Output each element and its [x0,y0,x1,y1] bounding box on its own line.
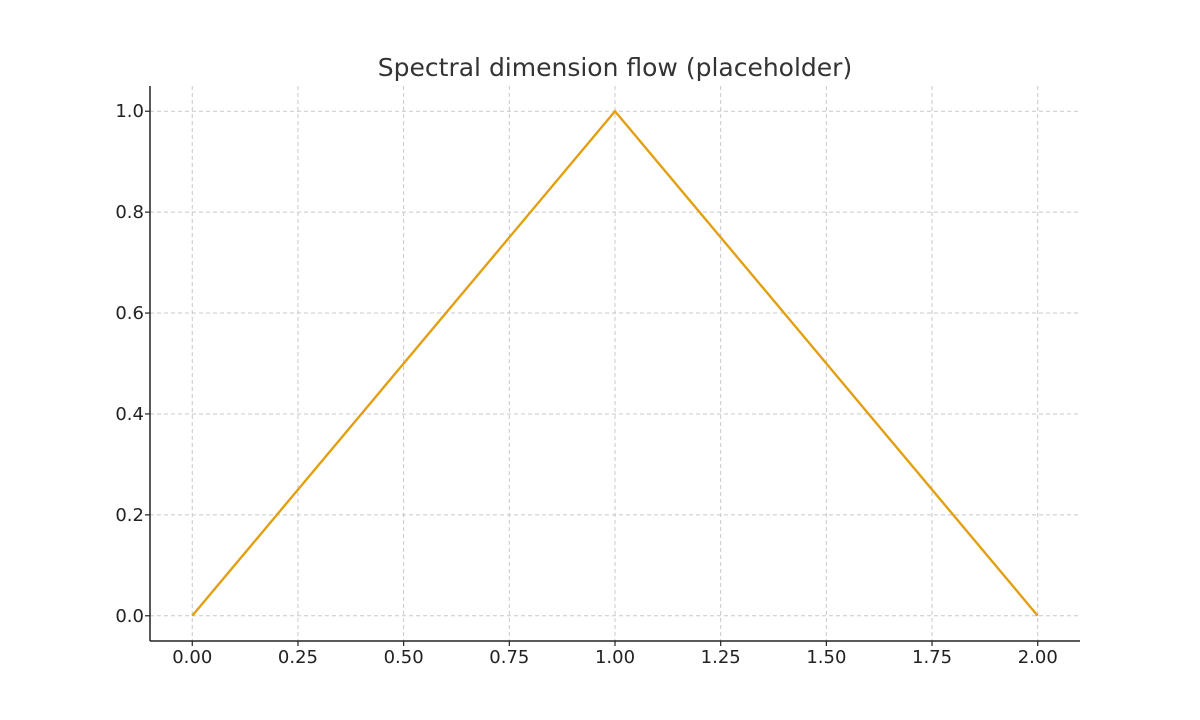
y-tick-label: 0.2 [115,505,144,526]
x-tick-label: 1.25 [701,647,741,668]
grid-lines [150,86,1080,641]
ticks: 0.00 0.25 0.50 0.75 1.00 1.25 1.50 1.75 2.00 0.0 0… [115,101,1057,668]
x-tick-label: 0.50 [384,647,424,668]
x-tick-label: 2.00 [1018,647,1058,668]
y-tick-label: 0.4 [115,404,144,425]
y-tick-label: 0.8 [115,202,144,223]
x-tick-label: 0.75 [489,647,529,668]
x-tick-label: 0.25 [278,647,318,668]
x-tick-label: 1.00 [595,647,635,668]
x-tick-label: 1.50 [806,647,846,668]
y-tick-label: 0.0 [115,606,144,627]
chart-title: Spectral dimension flow (placeholder) [378,53,852,82]
x-tick-label: 0.00 [172,647,212,668]
series-group [191,109,1039,617]
y-tick-label: 0.6 [115,303,144,324]
y-tick-label: 1.0 [115,101,144,122]
x-tick-label: 1.75 [912,647,952,668]
